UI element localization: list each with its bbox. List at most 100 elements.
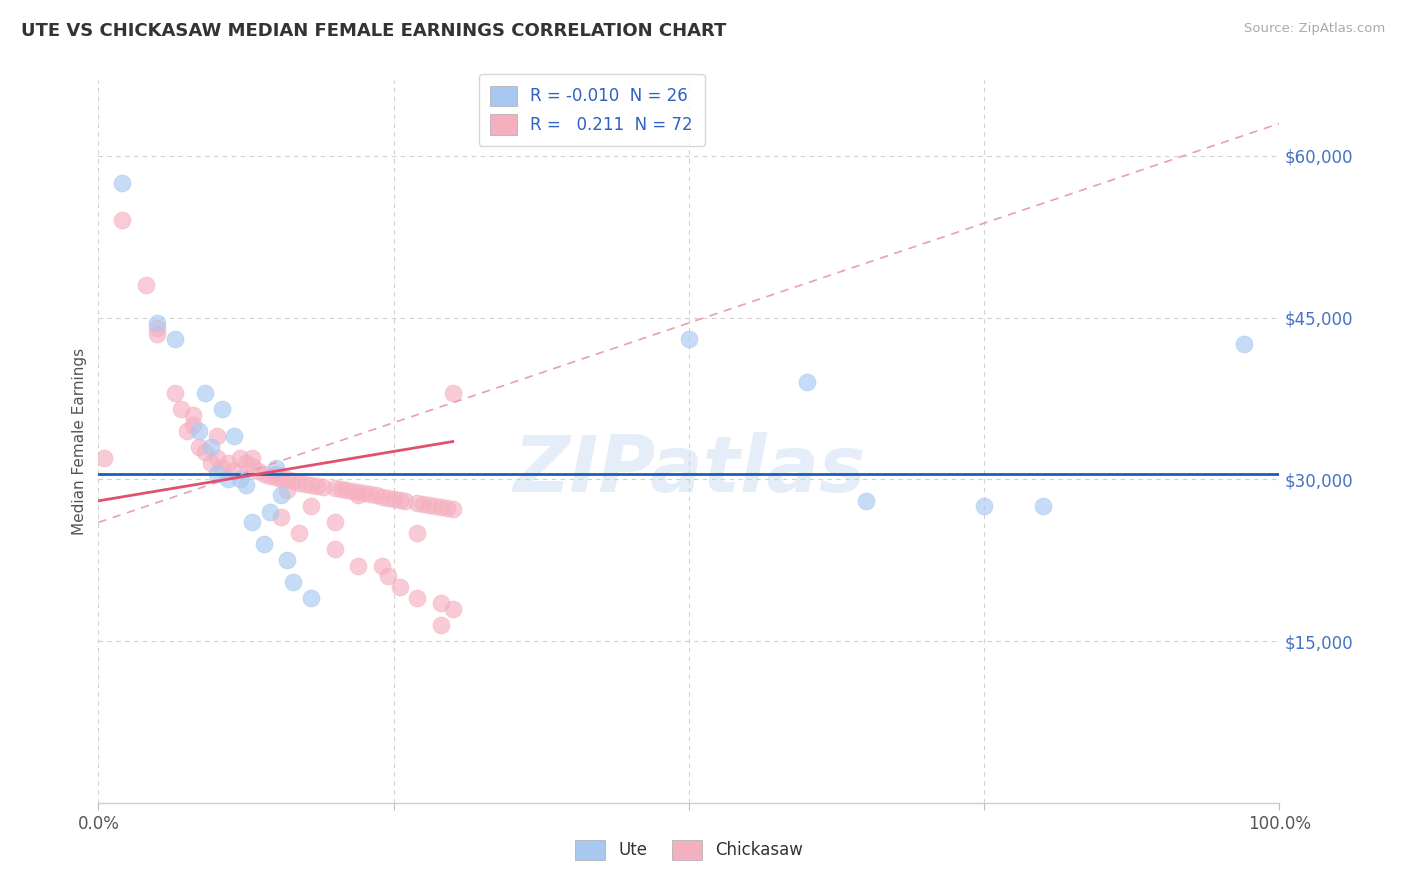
Point — [283, 574, 305, 589]
Point — [796, 376, 818, 390]
Point — [418, 498, 440, 512]
Point — [299, 477, 322, 491]
Point — [200, 456, 222, 470]
Point — [259, 505, 281, 519]
Point — [430, 618, 453, 632]
Point — [423, 500, 446, 514]
Point — [347, 558, 370, 573]
Point — [288, 526, 311, 541]
Point — [276, 472, 298, 486]
Point — [217, 472, 239, 486]
Point — [406, 591, 429, 605]
Point — [246, 464, 269, 478]
Point — [146, 316, 169, 330]
Point — [359, 487, 381, 501]
Point — [187, 440, 209, 454]
Point — [224, 464, 246, 478]
Point — [377, 491, 399, 505]
Point — [323, 481, 346, 495]
Point — [240, 459, 263, 474]
Point — [270, 472, 292, 486]
Point — [371, 558, 394, 573]
Point — [430, 596, 453, 610]
Point — [276, 553, 298, 567]
Point — [382, 491, 405, 506]
Point — [165, 386, 187, 401]
Point — [111, 213, 134, 227]
Point — [347, 485, 370, 500]
Point — [205, 450, 228, 465]
Point — [406, 496, 429, 510]
Point — [305, 479, 328, 493]
Point — [371, 490, 394, 504]
Point — [377, 569, 399, 583]
Point — [342, 484, 364, 499]
Point — [187, 424, 209, 438]
Point — [973, 500, 995, 514]
Point — [441, 386, 464, 401]
Point — [165, 332, 187, 346]
Point — [253, 467, 276, 481]
Text: ZIPatlas: ZIPatlas — [513, 433, 865, 508]
Text: UTE VS CHICKASAW MEDIAN FEMALE EARNINGS CORRELATION CHART: UTE VS CHICKASAW MEDIAN FEMALE EARNINGS … — [21, 22, 727, 40]
Point — [394, 493, 416, 508]
Point — [283, 475, 305, 489]
Point — [436, 501, 458, 516]
Point — [353, 486, 375, 500]
Point — [412, 497, 434, 511]
Point — [364, 488, 387, 502]
Point — [181, 418, 204, 433]
Point — [229, 472, 252, 486]
Point — [253, 537, 276, 551]
Point — [211, 461, 233, 475]
Point — [264, 470, 287, 484]
Point — [170, 402, 193, 417]
Point — [270, 488, 292, 502]
Point — [217, 456, 239, 470]
Point — [205, 467, 228, 481]
Point — [335, 483, 357, 497]
Point — [388, 580, 411, 594]
Point — [1032, 500, 1054, 514]
Y-axis label: Median Female Earnings: Median Female Earnings — [72, 348, 87, 535]
Point — [181, 408, 204, 422]
Point — [224, 429, 246, 443]
Point — [312, 480, 335, 494]
Point — [93, 450, 115, 465]
Point — [194, 445, 217, 459]
Point — [299, 591, 322, 605]
Point — [388, 492, 411, 507]
Point — [111, 176, 134, 190]
Point — [406, 526, 429, 541]
Point — [240, 450, 263, 465]
Point — [229, 450, 252, 465]
Point — [323, 516, 346, 530]
Point — [270, 510, 292, 524]
Point — [259, 469, 281, 483]
Point — [194, 386, 217, 401]
Point — [678, 332, 700, 346]
Point — [200, 440, 222, 454]
Point — [288, 475, 311, 490]
Point — [430, 500, 453, 515]
Point — [146, 321, 169, 335]
Point — [240, 516, 263, 530]
Point — [441, 601, 464, 615]
Point — [347, 488, 370, 502]
Point — [276, 483, 298, 497]
Point — [264, 461, 287, 475]
Point — [294, 476, 316, 491]
Point — [146, 326, 169, 341]
Point — [176, 424, 198, 438]
Point — [135, 278, 157, 293]
Legend: Ute, Chickasaw: Ute, Chickasaw — [568, 833, 810, 867]
Text: Source: ZipAtlas.com: Source: ZipAtlas.com — [1244, 22, 1385, 36]
Point — [211, 402, 233, 417]
Point — [1233, 337, 1256, 351]
Point — [329, 482, 352, 496]
Point — [264, 467, 287, 481]
Point — [235, 456, 257, 470]
Point — [205, 429, 228, 443]
Point — [323, 542, 346, 557]
Point — [855, 493, 877, 508]
